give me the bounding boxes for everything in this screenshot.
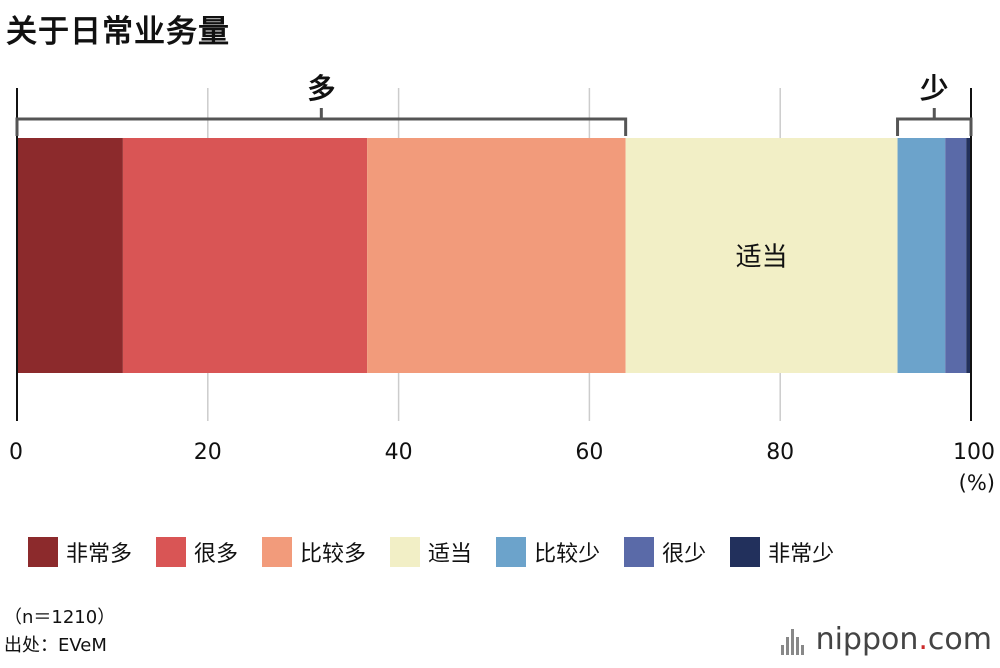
legend-swatch-0 <box>28 537 58 567</box>
bracket-0 <box>15 108 628 136</box>
legend-item-5: 很少 <box>624 536 706 568</box>
tick-label-80: 80 <box>766 440 794 465</box>
legend-label-1: 很多 <box>194 542 239 567</box>
legend: 非常多 很多 比较多 适当 比较少 很少 非常少 <box>28 536 834 568</box>
bar-segment-2 <box>367 138 626 373</box>
legend-swatch-4 <box>496 537 527 567</box>
bracket-label-0: 多 <box>307 72 335 105</box>
bar-segment-0 <box>17 138 123 373</box>
bracket-1 <box>896 108 973 136</box>
legend-swatch-2 <box>262 537 293 567</box>
source-note: 出处：EVeM <box>4 635 107 656</box>
brand-mark-icon <box>780 625 806 655</box>
legend-swatch-3 <box>390 537 421 567</box>
tick-label-100: 100 <box>953 440 995 465</box>
legend-label-3: 适当 <box>428 542 473 567</box>
bar-segment-1 <box>122 138 368 373</box>
legend-swatch-1 <box>156 537 187 567</box>
legend-label-0: 非常多 <box>66 542 133 567</box>
legend-item-4: 比较少 <box>496 536 600 568</box>
legend-item-1: 很多 <box>156 536 238 568</box>
tick-label-60: 60 <box>575 440 603 465</box>
brand-logo: nippon. com <box>780 622 992 657</box>
chart-title: 关于日常业务量 <box>6 14 230 50</box>
bar-segment-6 <box>966 138 971 373</box>
legend-item-3: 适当 <box>390 536 472 568</box>
tick-label-0: 0 <box>9 440 23 465</box>
bar-segment-4 <box>897 138 946 373</box>
brand-suffix: com <box>927 622 992 657</box>
legend-item-2: 比较多 <box>262 536 366 568</box>
legend-item-0: 非常多 <box>28 536 132 568</box>
legend-label-6: 非常少 <box>768 542 835 567</box>
legend-item-6: 非常少 <box>730 536 834 568</box>
brand-dot: . <box>918 622 928 657</box>
tick-label-20: 20 <box>194 440 222 465</box>
legend-label-2: 比较多 <box>300 542 367 567</box>
legend-label-5: 很少 <box>662 542 707 567</box>
bar-segment-5 <box>945 138 967 373</box>
legend-label-4: 比较少 <box>534 542 601 567</box>
bracket-label-1: 少 <box>920 72 948 105</box>
legend-swatch-6 <box>730 537 761 567</box>
legend-swatch-5 <box>624 537 655 567</box>
sample-size-note: （n＝1210） <box>4 607 116 628</box>
tick-label-40: 40 <box>385 440 413 465</box>
stacked-bar-chart: 适当 多 少 0 20 40 60 80 100 (%) <box>9 72 995 495</box>
brand-name: nippon <box>815 622 919 657</box>
bar-label-3: 适当 <box>736 243 788 273</box>
bar-segment-3 <box>625 138 898 373</box>
x-unit-label: (%) <box>959 471 995 495</box>
